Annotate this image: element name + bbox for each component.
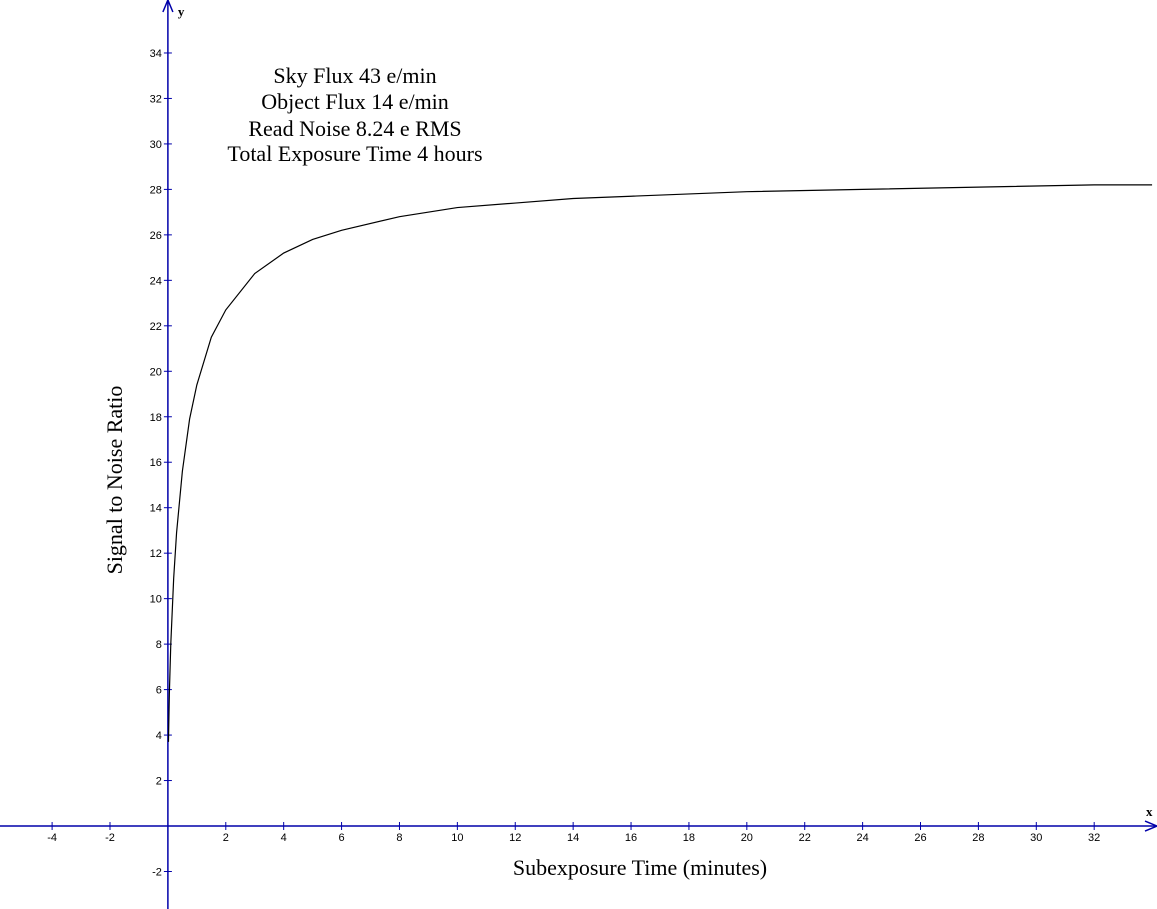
y-tick-label: 22 [150,321,162,333]
y-axis-title: Signal to Noise Ratio [102,386,127,575]
x-tick-label: 14 [567,832,579,844]
x-axis-letter: x [1146,804,1153,819]
annotation: Object Flux 14 e/min [261,89,449,114]
y-axis-letter: y [178,4,185,19]
y-tick-label: 34 [150,48,162,60]
y-tick-label: 4 [156,730,162,742]
x-tick-label: -2 [105,832,115,844]
x-tick-label: 30 [1030,832,1042,844]
x-tick-label: 28 [972,832,984,844]
x-tick-label: 4 [281,832,287,844]
x-axis-title: Subexposure Time (minutes) [513,855,767,880]
y-tick-label: 28 [150,184,162,196]
x-tick-label: 26 [914,832,926,844]
y-tick-label: 14 [150,503,162,515]
x-tick-label: 8 [396,832,402,844]
y-tick-label: 12 [150,548,162,560]
x-arrow [1144,820,1157,832]
x-tick-label: 24 [856,832,868,844]
data-line [167,184,1153,742]
annotation: Read Noise 8.24 e RMS [248,116,461,141]
x-tick-label: 18 [683,832,695,844]
y-tick-label: -2 [152,866,162,878]
y-tick-label: 24 [150,275,162,287]
x-tick-label: 2 [223,832,229,844]
y-tick-label: 20 [150,366,162,378]
x-tick-label: 12 [509,832,521,844]
y-tick-label: 10 [150,594,162,606]
y-arrow [162,0,174,13]
y-tick-label: 8 [156,639,162,651]
y-tick-label: 18 [150,412,162,424]
x-tick-label: 6 [339,832,345,844]
y-tick-label: 6 [156,685,162,697]
y-tick-label: 2 [156,776,162,788]
x-tick-label: 20 [741,832,753,844]
annotation: Sky Flux 43 e/min [273,63,436,88]
y-tick-label: 16 [150,457,162,469]
y-tick-label: 30 [150,139,162,151]
annotation: Total Exposure Time 4 hours [227,141,482,166]
x-tick-label: 22 [799,832,811,844]
x-tick-label: 10 [451,832,463,844]
x-tick-label: 32 [1088,832,1100,844]
x-tick-label: 16 [625,832,637,844]
x-tick-label: -4 [47,832,57,844]
y-tick-label: 26 [150,230,162,242]
y-tick-label: 32 [150,93,162,105]
